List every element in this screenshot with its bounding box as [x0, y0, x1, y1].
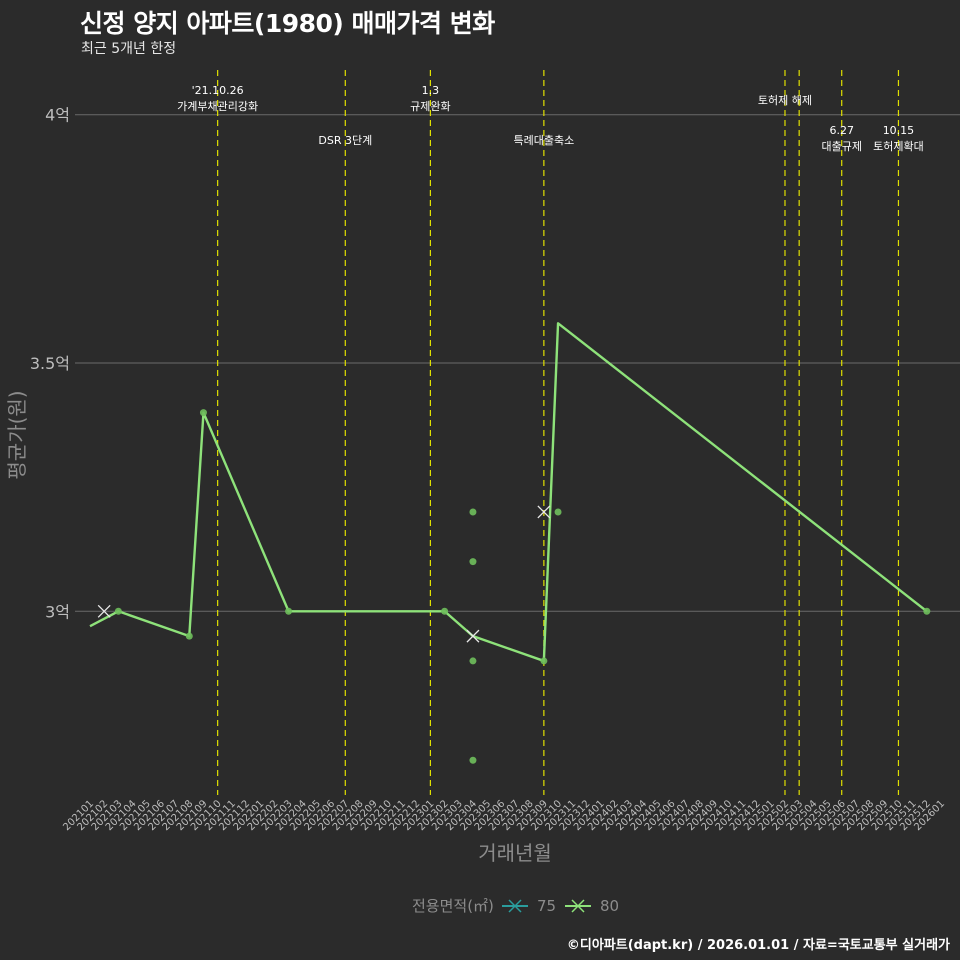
series-80-point: [540, 657, 548, 665]
legend-title: 전용면적(㎡): [412, 897, 494, 915]
policy-event-label: '21.10.26: [192, 84, 244, 97]
series-80-cross-marker: [537, 505, 551, 519]
source-caption: ©디아파트(dapt.kr) / 2026.01.01 / 자료=국토교통부 실…: [566, 938, 950, 953]
y-tick-label: 3.5억: [30, 354, 70, 373]
legend-item-75: 75: [502, 897, 556, 915]
y-axis-title: 평균가(원): [5, 390, 29, 479]
legend: 전용면적(㎡) 75 80: [412, 897, 619, 915]
series-80-point: [554, 508, 562, 516]
series-80-point: [441, 607, 449, 615]
series-80-point: [469, 756, 477, 764]
policy-event-label: 1.3: [422, 84, 440, 97]
grid-lines: [75, 114, 960, 612]
series-80-point: [199, 409, 207, 417]
policy-event-label: 대출규제: [821, 140, 861, 153]
chart-subtitle: 최근 5개년 한정: [81, 41, 177, 57]
legend-label-75: 75: [537, 897, 556, 915]
series-80-point: [469, 508, 477, 516]
policy-event-label: DSR 3단계: [318, 134, 372, 147]
x-axis-title: 거래년월: [478, 841, 552, 865]
series-80-cross-marker: [97, 604, 111, 618]
policy-event-label: 토허제확대: [873, 140, 924, 153]
series-80-line: [89, 322, 928, 663]
series-80-point: [469, 558, 477, 566]
policy-event-label: 특례대출축소: [513, 134, 574, 147]
policy-event-label: 규제완화: [410, 100, 450, 113]
series-80-point: [114, 607, 122, 615]
series-layer: [89, 322, 931, 764]
legend-item-80: 80: [565, 897, 619, 915]
y-tick-label: 4억: [45, 106, 70, 125]
axis-labels: 3억3.5억4억20210120210220210320210420210520…: [30, 106, 947, 833]
series-80-point: [923, 607, 931, 615]
y-tick-label: 3억: [45, 602, 70, 621]
chart-title: 신정 양지 아파트(1980) 매매가격 변화: [80, 9, 495, 38]
series-80-point: [185, 632, 193, 640]
series-80-cross-marker: [466, 629, 480, 643]
series-80-point: [285, 607, 293, 615]
policy-event-label: 가계부채관리강화: [177, 100, 258, 113]
policy-event-label: 10.15: [883, 124, 915, 137]
policy-event-label: 토허제 해제: [758, 93, 812, 107]
legend-label-80: 80: [600, 897, 619, 915]
policy-event-label: 6.27: [829, 124, 854, 137]
series-80-point: [469, 657, 477, 665]
